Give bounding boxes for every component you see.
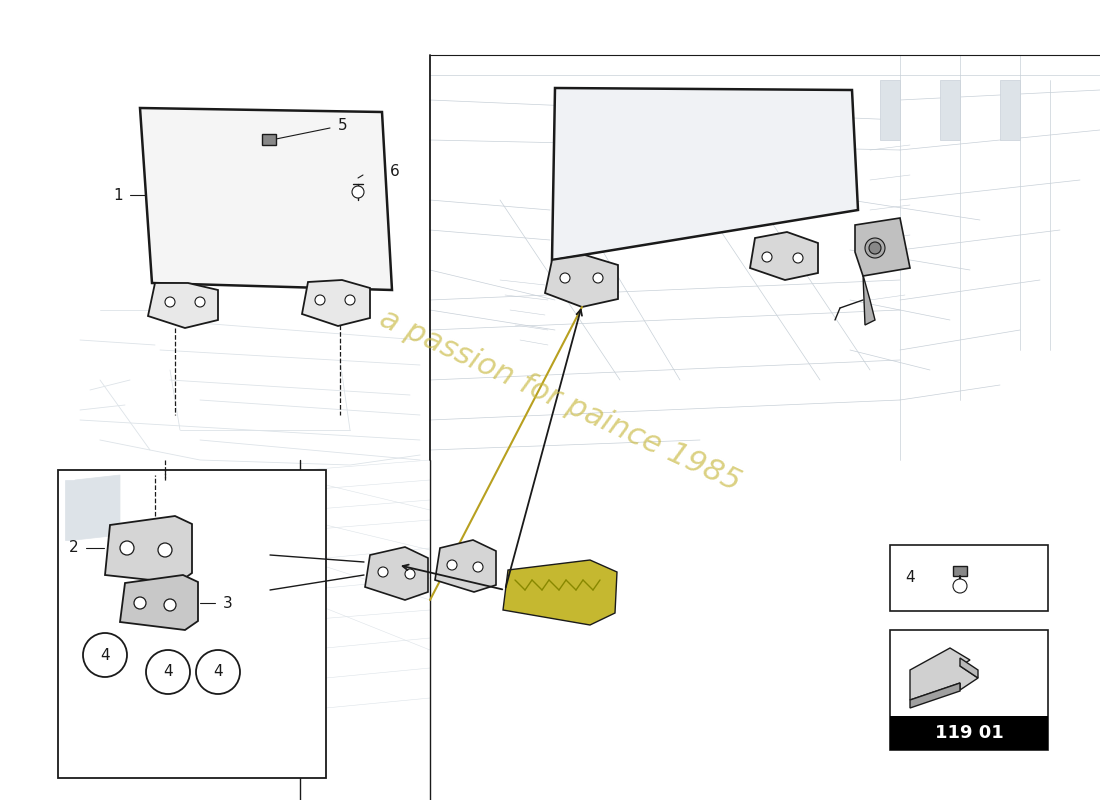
Polygon shape (940, 80, 960, 140)
Text: 4: 4 (905, 570, 915, 586)
Bar (953, 566, 967, 576)
Circle shape (345, 295, 355, 305)
Circle shape (165, 297, 175, 307)
Bar (58, 470, 326, 778)
Circle shape (315, 295, 324, 305)
Polygon shape (750, 232, 818, 280)
Text: 5: 5 (338, 118, 348, 133)
Circle shape (593, 273, 603, 283)
Polygon shape (120, 575, 198, 630)
Circle shape (378, 567, 388, 577)
Polygon shape (65, 480, 75, 540)
Circle shape (865, 238, 886, 258)
Polygon shape (552, 88, 858, 260)
Polygon shape (434, 540, 496, 592)
Circle shape (953, 579, 967, 593)
Polygon shape (910, 683, 960, 708)
Polygon shape (960, 658, 978, 678)
Text: 4: 4 (100, 647, 110, 662)
Circle shape (352, 186, 364, 198)
Polygon shape (1000, 80, 1020, 140)
Text: 1: 1 (113, 187, 123, 202)
Text: 119 01: 119 01 (935, 724, 1003, 742)
Circle shape (762, 252, 772, 262)
Circle shape (164, 599, 176, 611)
Polygon shape (302, 280, 370, 326)
Text: 2: 2 (69, 541, 79, 555)
Polygon shape (104, 516, 192, 583)
Bar (890, 630, 1048, 750)
Circle shape (82, 633, 126, 677)
Polygon shape (503, 560, 617, 625)
Polygon shape (148, 283, 218, 328)
Polygon shape (910, 648, 978, 700)
Circle shape (869, 242, 881, 254)
Polygon shape (75, 475, 120, 540)
Polygon shape (880, 80, 900, 140)
Polygon shape (365, 547, 428, 600)
Polygon shape (855, 218, 910, 276)
Circle shape (146, 650, 190, 694)
Bar (890, 545, 1048, 611)
Text: 4: 4 (213, 665, 223, 679)
Circle shape (120, 541, 134, 555)
Circle shape (473, 562, 483, 572)
Polygon shape (262, 134, 276, 145)
Circle shape (134, 597, 146, 609)
Circle shape (405, 569, 415, 579)
Polygon shape (864, 275, 874, 325)
Circle shape (158, 543, 172, 557)
Polygon shape (140, 108, 392, 290)
Text: 6: 6 (390, 165, 400, 179)
Circle shape (793, 253, 803, 263)
Text: 4: 4 (163, 665, 173, 679)
Circle shape (447, 560, 456, 570)
Text: a passion for paince 1985: a passion for paince 1985 (375, 303, 745, 497)
Circle shape (196, 650, 240, 694)
Text: 3: 3 (223, 595, 233, 610)
Circle shape (195, 297, 205, 307)
Bar (890, 716, 1048, 750)
Polygon shape (544, 255, 618, 307)
Circle shape (560, 273, 570, 283)
